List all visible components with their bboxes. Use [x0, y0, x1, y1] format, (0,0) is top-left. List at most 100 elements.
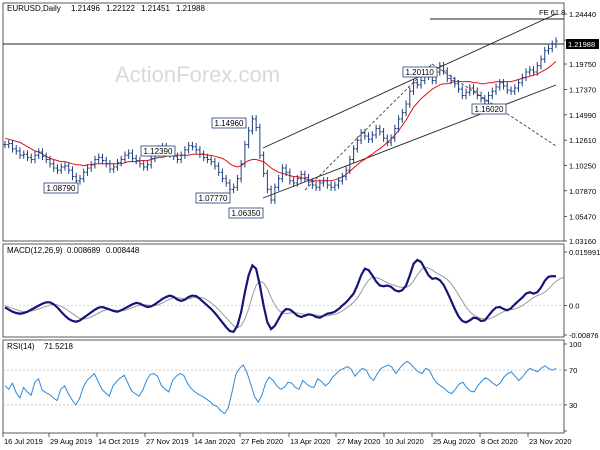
price-bar: [22, 150, 26, 159]
date-tick-label: 14 Jan 2020: [194, 437, 235, 446]
price-bar: [258, 123, 262, 159]
price-bar: [303, 170, 307, 182]
price-bar: [490, 87, 494, 100]
rsi-tick-label: 30: [569, 401, 577, 410]
rsi-panel-frame: [2, 339, 565, 434]
channel-lower-line: [262, 84, 557, 199]
price-bar: [3, 140, 7, 149]
price-panel: ActionForex.com 1.24440 1.19750 1.17370 1.1…: [2, 2, 599, 246]
price-annotation-label: 1.12390: [144, 147, 173, 156]
date-tick-label: 14 Oct 2019: [98, 437, 139, 446]
price-bar: [277, 174, 281, 191]
price-bar: [453, 76, 457, 88]
channel-upper-line: [262, 13, 557, 149]
price-bar: [273, 183, 277, 204]
price-bar: [48, 155, 52, 168]
price-panel-frame: [2, 2, 565, 242]
price-bar: [108, 160, 112, 173]
macd-panel-frame: [2, 243, 565, 338]
price-bar: [389, 134, 393, 147]
price-bar: [505, 82, 509, 94]
price-annotation-label: 1.20110: [406, 68, 435, 77]
price-header: EURUSD,Daily 1.21496 1.22122 1.21451 1.2…: [7, 4, 205, 13]
price-bar: [359, 129, 363, 145]
price-annotation: 1.14960: [211, 117, 247, 129]
price-bar: [18, 147, 22, 159]
price-bar: [254, 115, 258, 132]
price-trendlines: [3, 13, 564, 199]
macd-signal-line: [4, 266, 564, 329]
price-bar: [419, 76, 423, 89]
price-tick-label: 1.03160: [569, 237, 596, 246]
price-bar: [89, 161, 93, 172]
price-bar: [539, 55, 543, 70]
price-bar: [224, 174, 228, 187]
price-bar: [378, 124, 382, 136]
price-bar: [520, 73, 524, 87]
price-annotation-label: 1.16020: [475, 105, 504, 114]
price-bar: [370, 131, 374, 143]
price-bar: [202, 150, 206, 162]
date-tick-label: 8 Oct 2020: [481, 437, 518, 446]
price-annotation: 1.20110: [402, 66, 438, 78]
price-bar: [468, 84, 472, 97]
ohlc-high: 1.22122: [106, 4, 135, 13]
price-bar: [265, 169, 269, 194]
price-bar: [318, 179, 322, 191]
price-bar: [498, 78, 502, 91]
price-annotation: 1.08790: [43, 182, 79, 194]
macd-tick-label: -0.00876: [569, 331, 599, 340]
price-bar: [205, 153, 210, 164]
rsi-tick-label: 100: [569, 340, 582, 349]
price-bar: [112, 163, 116, 173]
price-bar: [232, 183, 236, 194]
price-bar: [449, 74, 453, 85]
price-bar: [374, 124, 378, 139]
price-bar: [247, 126, 251, 149]
price-bar: [67, 162, 71, 174]
price-bar: [119, 155, 123, 167]
price-bar: [516, 78, 521, 92]
price-bar: [284, 164, 288, 177]
price-bar: [355, 136, 359, 153]
price-bar: [441, 61, 446, 75]
price-bar: [340, 172, 344, 185]
price-bar: [445, 67, 449, 83]
price-bar: [307, 173, 311, 186]
price-bar: [464, 88, 468, 100]
price-bar: [501, 78, 506, 90]
price-bar: [93, 155, 97, 169]
price-bar: [513, 84, 517, 95]
price-bar: [400, 108, 404, 123]
price-axis: 1.24440 1.19750 1.17370 1.14990 1.12610 1.102…: [564, 10, 596, 246]
price-bar: [329, 181, 333, 191]
rsi-panel: 100 70 30 RSI(14) 71.5218: [2, 339, 582, 434]
price-tick-label: 1.14990: [569, 111, 596, 120]
price-bar: [363, 129, 367, 140]
price-bar: [10, 139, 15, 153]
rsi-title: RSI(14): [7, 342, 35, 351]
price-bar: [344, 166, 348, 181]
price-bar: [217, 162, 221, 177]
price-bar: [524, 68, 528, 82]
price-bar: [471, 84, 476, 95]
price-bar: [115, 158, 120, 171]
macd-tick-label: 0.0: [569, 302, 579, 311]
price-bar: [475, 87, 479, 100]
price-bar: [531, 66, 536, 76]
price-bar: [288, 168, 292, 185]
price-bar: [535, 61, 539, 76]
price-bar: [243, 140, 247, 168]
price-bar: [333, 181, 337, 191]
price-bar: [554, 37, 558, 49]
price-annotation: 1.07770: [195, 192, 231, 204]
price-annotation-label: 1.14960: [215, 119, 244, 128]
price-bar: [149, 154, 153, 169]
price-bar: [40, 148, 45, 161]
price-bar: [396, 115, 401, 133]
price-bar: [250, 115, 254, 135]
date-tick-label: 25 Aug 2020: [433, 437, 475, 446]
price-bar: [325, 177, 329, 189]
price-bar: [543, 46, 547, 63]
price-bar: [63, 162, 67, 171]
